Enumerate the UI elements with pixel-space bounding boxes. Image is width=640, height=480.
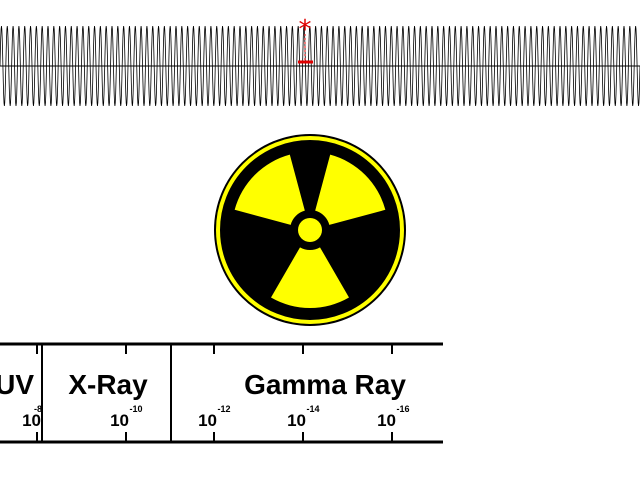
tick-label-exponent: -14	[306, 404, 319, 414]
radiation-yellow-ring	[216, 136, 404, 324]
tick-label-base: 10	[110, 411, 129, 430]
band-label-x-ray: X-Ray	[68, 369, 148, 400]
radiation-blade	[234, 154, 305, 225]
tick-label-base: 10	[22, 411, 41, 430]
band-label-gamma-ray: Gamma Ray	[244, 369, 406, 400]
radiation-blade	[315, 154, 386, 225]
tick-label-base: 10	[287, 411, 306, 430]
tick-label-exponent: -8	[34, 404, 42, 414]
spectrum-scale: UV X-Ray Gamma Ray 10 -8 10 -10 10 -12 1…	[0, 342, 443, 444]
radiation-trefoil-icon	[214, 134, 406, 326]
band-label-uv: UV	[0, 369, 34, 400]
tick-label-base: 10	[198, 411, 217, 430]
tick-label-exponent: -10	[129, 404, 142, 414]
wave-strip: *	[0, 15, 640, 107]
tick-label-exponent: -16	[396, 404, 409, 414]
radiation-blade	[271, 247, 349, 308]
tick-label-base: 10	[377, 411, 396, 430]
wave-marker-asterisk-icon: *	[299, 15, 312, 45]
gamma-wave	[0, 25, 640, 107]
tick-label-exponent: -12	[217, 404, 230, 414]
radiation-center-dot	[298, 218, 322, 242]
